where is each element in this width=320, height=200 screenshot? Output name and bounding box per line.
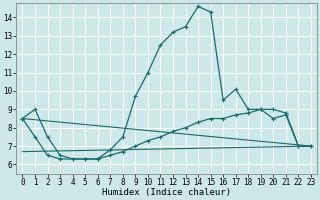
X-axis label: Humidex (Indice chaleur): Humidex (Indice chaleur): [102, 188, 231, 197]
